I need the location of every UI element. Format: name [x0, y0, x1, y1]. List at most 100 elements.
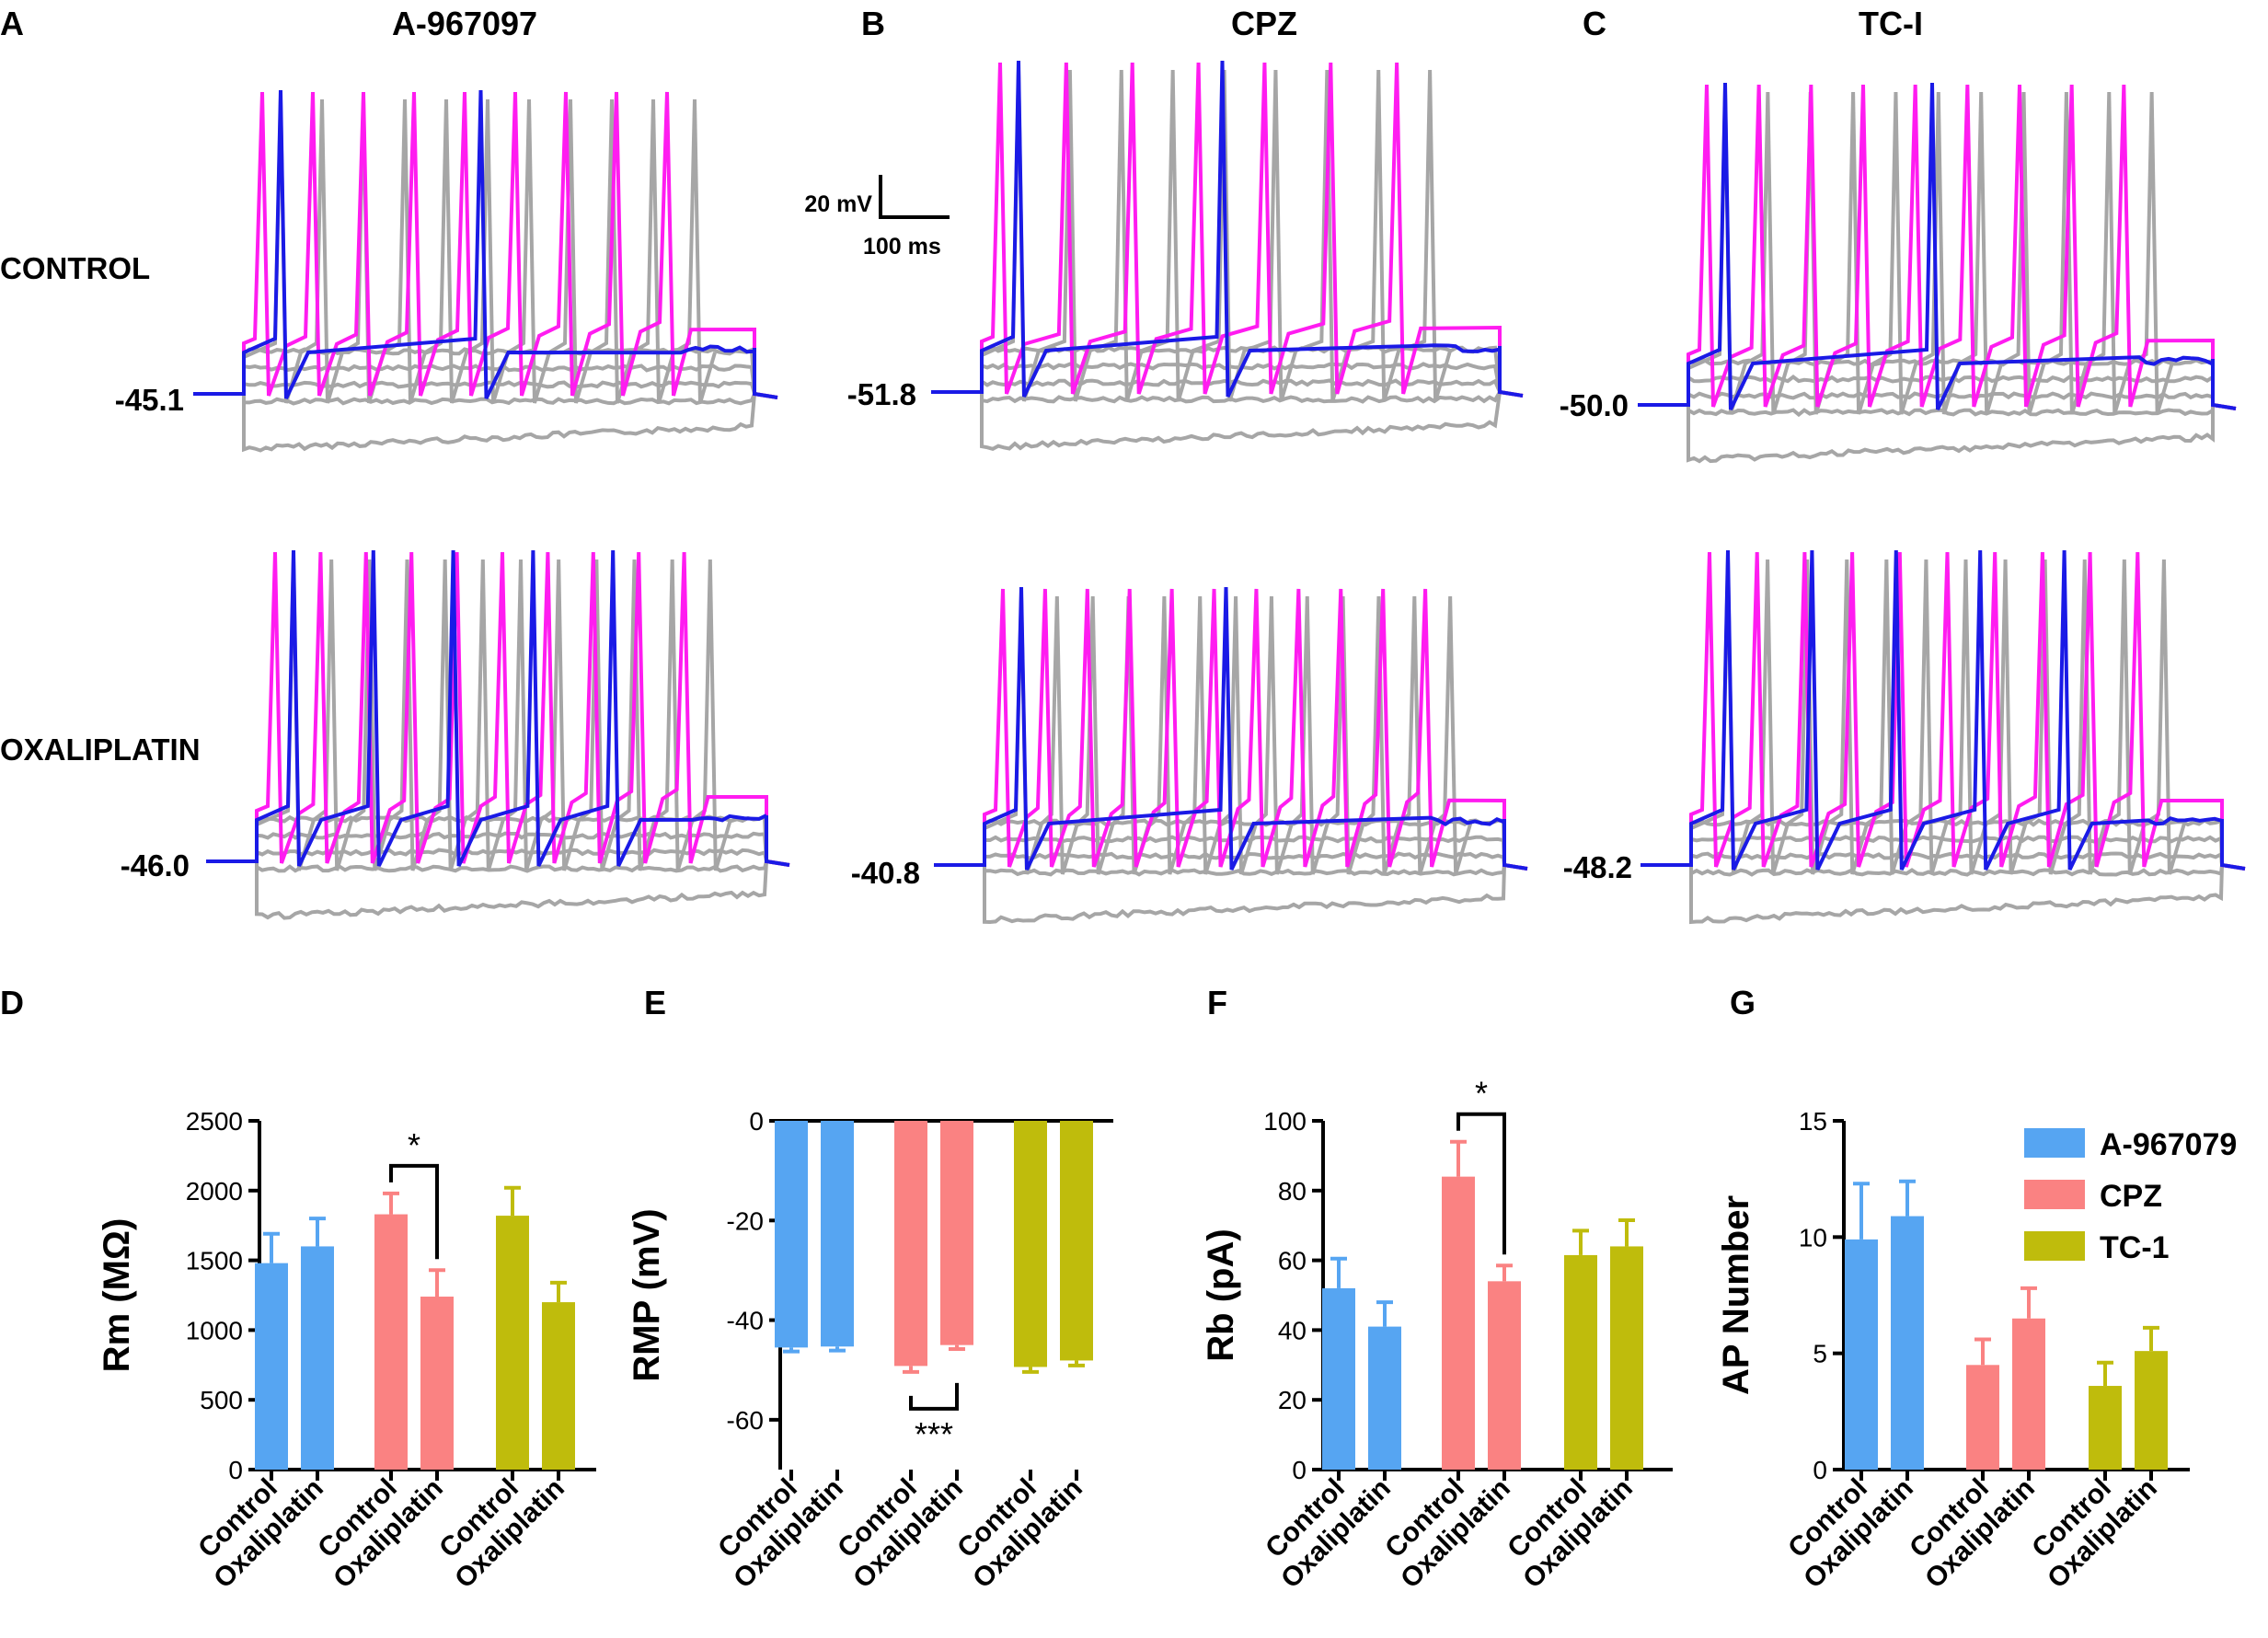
row-label-oxaliplatin: OXALIPLATIN: [0, 732, 201, 767]
y-tick-label: 2000: [186, 1177, 243, 1205]
scale-bar-voltage: 20 mV: [804, 191, 872, 217]
blue-trace: [934, 586, 1528, 871]
significance-bracket: [1456, 1112, 1506, 1255]
bar-a-967079-oxaliplatin: [1368, 1326, 1401, 1470]
gray-trace: [193, 391, 778, 406]
y-axis-label: Rb (pA): [1201, 1228, 1241, 1361]
legend-label-cpz: CPZ: [2100, 1179, 2162, 1214]
y-tick-label: 80: [1278, 1177, 1307, 1205]
gray-trace: [931, 377, 1524, 398]
bar-cpz-oxaliplatin: [2012, 1318, 2045, 1470]
scale-bar: 20 mV 100 ms: [804, 175, 950, 260]
panel-letter-a: A: [0, 5, 24, 42]
y-axis-label: AP Number: [1716, 1195, 1756, 1395]
bar-cpz-oxaliplatin: [940, 1121, 973, 1345]
gray-trace: [1641, 862, 2246, 877]
rmp-label-a-oxaliplatin: -46.0: [121, 848, 190, 882]
legend-label-a-967079: A-967079: [2100, 1127, 2237, 1162]
gray-trace: [206, 859, 790, 873]
gray-trace: [193, 391, 778, 453]
y-tick-label: 15: [1799, 1107, 1827, 1136]
panel-letter-g: G: [1730, 984, 1756, 1021]
bar-cpz-oxaliplatin: [420, 1297, 454, 1470]
gray-trace: [1641, 851, 2246, 871]
trace-lines: [193, 60, 2246, 925]
magenta-trace: [931, 62, 1524, 398]
legend: A-967079 CPZ TC-1: [2024, 1127, 2237, 1265]
significance-bracket: [389, 1163, 439, 1260]
bar-a-967079-control: [255, 1263, 288, 1470]
gray-trace: [931, 389, 1524, 452]
bar-a-967079-control: [775, 1121, 808, 1348]
y-tick-label: 500: [200, 1386, 243, 1414]
y-tick-label: 20: [1278, 1386, 1307, 1414]
significance-bracket: [909, 1382, 959, 1411]
panel-letter-d: D: [0, 984, 24, 1021]
panel-title-b: CPZ: [1231, 5, 1297, 42]
y-tick-label: 2500: [186, 1107, 243, 1136]
trace-panel-c-control: [1638, 82, 2237, 464]
bar-cpz-control: [1966, 1365, 1999, 1470]
row-label-control: CONTROL: [0, 251, 150, 285]
blue-trace: [1638, 82, 2237, 410]
rmp-label-b-oxaliplatin: -40.8: [851, 856, 920, 890]
panel-letter-e: E: [644, 984, 666, 1021]
blue-trace: [1641, 549, 2246, 871]
gray-trace: [206, 859, 790, 920]
panel-letter-f: F: [1207, 984, 1227, 1021]
magenta-trace: [193, 91, 778, 399]
bar-a-967079-control: [1322, 1287, 1355, 1470]
y-tick-label: -20: [727, 1206, 764, 1235]
magenta-trace: [1638, 84, 2237, 410]
bar-tc-1-control: [1014, 1121, 1047, 1367]
y-tick-label: 0: [1292, 1456, 1307, 1484]
gray-trace: [1641, 862, 2246, 925]
legend-label-tc-1: TC-1: [2100, 1230, 2170, 1265]
rmp-label-c-oxaliplatin: -48.2: [1563, 850, 1632, 884]
trace-panel-b-control: [931, 60, 1524, 452]
chart-panel-d: Rm (MΩ)05001000150020002500ControlOxalip…: [97, 1107, 596, 1594]
gray-spike-trace: [1690, 559, 2186, 875]
rmp-label-b-control: -51.8: [847, 377, 916, 411]
y-tick-label: 0: [1813, 1456, 1827, 1484]
legend-swatch-tc-1: [2024, 1231, 2085, 1261]
y-axis-label: Rm (MΩ): [97, 1218, 137, 1373]
bar-a-967079-oxaliplatin: [821, 1121, 854, 1347]
blue-trace: [193, 89, 778, 399]
y-tick-label: 0: [228, 1456, 243, 1484]
y-tick-label: -40: [727, 1307, 764, 1335]
gray-trace: [1638, 373, 2237, 410]
y-axis-label: RMP (mV): [627, 1208, 667, 1381]
gray-trace: [206, 814, 790, 867]
panel-letter-b: B: [861, 5, 885, 42]
bar-cpz-control: [1442, 1176, 1475, 1470]
panel-title-c: TC-I: [1859, 5, 1923, 42]
bar-a-967079-oxaliplatin: [1891, 1216, 1924, 1470]
bar-a-967079-control: [1845, 1239, 1878, 1470]
y-tick-label: 10: [1799, 1223, 1827, 1252]
bar-cpz-oxaliplatin: [1488, 1281, 1521, 1470]
y-tick-label: 60: [1278, 1247, 1307, 1275]
bar-panels: D E F G Rm (MΩ)05001000150020002500Contr…: [0, 984, 2190, 1594]
gray-trace: [1638, 402, 2237, 464]
bar-a-967079-oxaliplatin: [301, 1246, 334, 1470]
y-tick-label: 100: [1263, 1107, 1307, 1136]
y-tick-label: -60: [727, 1406, 764, 1435]
blue-trace: [206, 549, 790, 867]
chart-panel-f: Rb (pA)020406080100ControlOxaliplatinCon…: [1201, 1075, 1673, 1594]
bar-tc-1-control: [1564, 1254, 1597, 1470]
y-tick-label: 0: [749, 1107, 764, 1136]
y-tick-label: 1000: [186, 1316, 243, 1344]
gray-trace: [934, 818, 1528, 871]
gray-trace: [1638, 402, 2237, 418]
trace-panel-b-oxaliplatin: [934, 586, 1528, 925]
significance-label: *: [1475, 1075, 1488, 1113]
trace-panels: A A-967097 B CPZ C TC-I CONTROL OXALIPLA…: [0, 5, 2246, 925]
bar-cpz-control: [374, 1214, 408, 1470]
panel-title-a: A-967097: [392, 5, 537, 42]
legend-swatch-cpz: [2024, 1180, 2085, 1209]
bar-tc-1-control: [2089, 1386, 2122, 1470]
bar-cpz-control: [894, 1121, 927, 1367]
significance-label: ***: [915, 1415, 953, 1453]
